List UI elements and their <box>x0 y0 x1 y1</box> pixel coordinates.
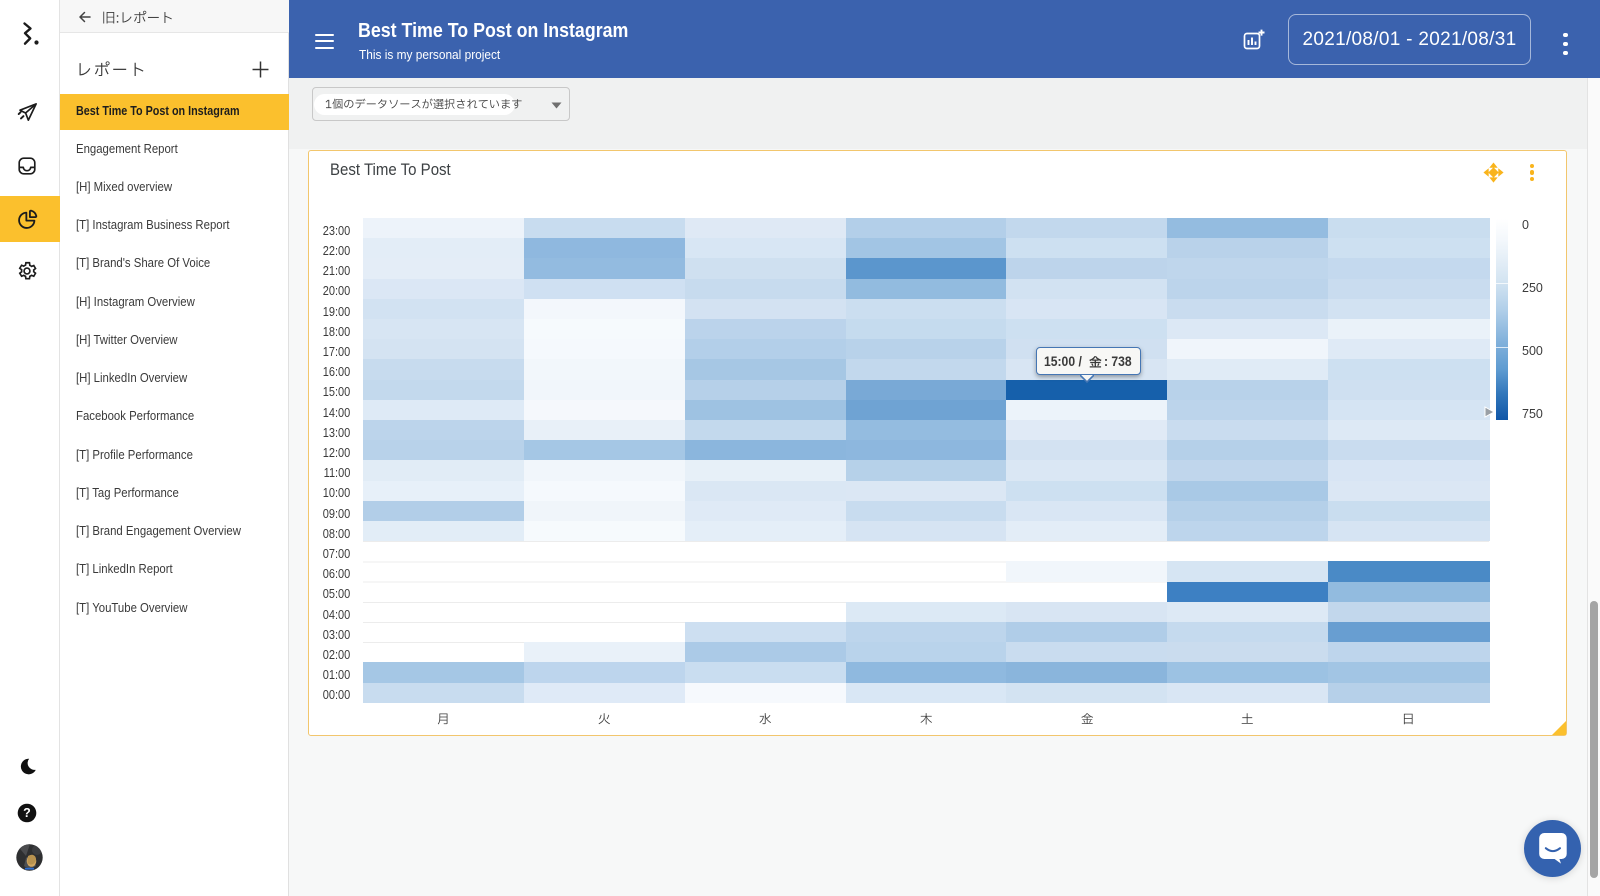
svg-text:?: ? <box>23 806 31 820</box>
